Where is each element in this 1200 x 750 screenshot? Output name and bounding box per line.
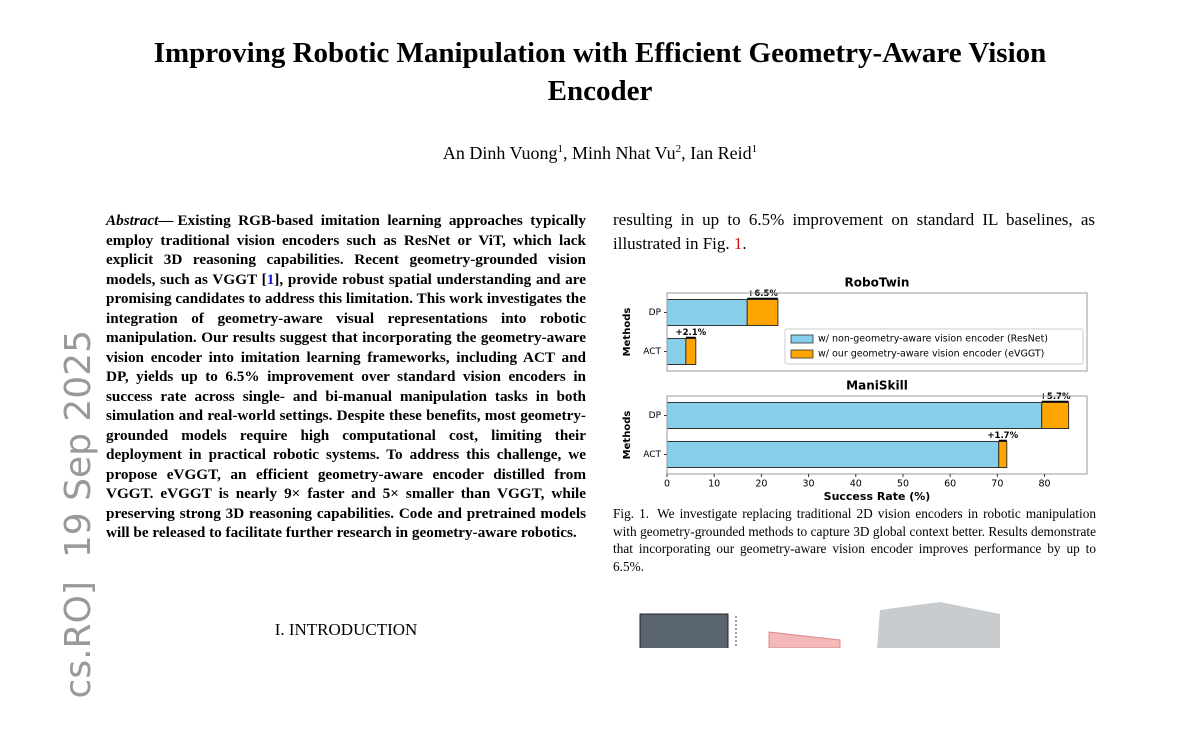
x-tick-label: 80 [1038,479,1050,490]
bar-segment [666,441,1000,468]
abstract-text: ], provide robust spatial understanding … [106,270,586,542]
axes-frame [666,292,1088,372]
x-tick-label: 30 [803,479,815,490]
abstract-text: Existing RGB-based imitation learning ap… [106,212,586,288]
value-label: +1.7% [987,431,1018,441]
abstract: Abstract— Existing RGB-based imitation le… [106,211,586,543]
affiliation: 2 [675,143,682,155]
legend-swatch [790,334,814,344]
panel-title: ManiSkill [846,379,908,393]
bar-segment [685,338,697,365]
bar-segment [746,299,779,326]
bar-segment [666,338,687,365]
panel-title: RoboTwin [845,276,910,290]
x-axis-label: Success Rate (%) [824,490,931,503]
diagram-shape [768,631,841,648]
section-heading: I. INTRODUCTION [274,620,418,639]
legend-label: w/ non-geometry-aware vision encoder (Re… [818,334,1048,345]
authors: An Dinh Vuong1, Minh Nhat Vu2, Ian Reid1 [100,143,1100,164]
axes-frame [666,395,1088,475]
figure-chart: RoboTwin Methods DP +6.5% ACT +2.1% w/ non-geo… [622,276,1088,503]
page: cs.RO] 19 Sep 2025 Improving Robotic Man… [58,37,1100,699]
legend-swatch [790,349,814,359]
x-tick-label: 20 [755,479,767,490]
y-axis-label: Methods [622,308,633,357]
bar-segment [666,299,748,326]
figure-caption: Fig. 1. We investigate replacing traditio… [613,505,1096,575]
author-name: An Dinh Vuong [442,143,558,163]
y-tick-label: DP [649,411,662,421]
next-figure-preview [639,602,1000,648]
paragraph: resulting in up to 6.5% improvement on s… [613,208,1095,256]
paragraph-text: . [742,234,747,253]
figure-ref[interactable]: 1 [733,234,743,253]
citation[interactable]: 1 [266,270,275,288]
image-thumbnail [639,613,729,648]
y-tick-label: ACT [643,450,661,460]
bar-segment [1041,402,1070,429]
x-tick-label: 10 [708,479,720,490]
bar-segment [998,441,1008,468]
author-name: Minh Nhat Vu [572,143,676,163]
y-axis-label: Methods [622,411,633,460]
affiliation: 1 [557,143,564,155]
caption-text: We investigate replacing traditional 2D … [613,506,1096,574]
separator: , [563,143,568,163]
y-tick-label: DP [649,308,662,318]
y-tick-label: ACT [643,347,661,357]
abstract-label: Abstract— [106,212,174,229]
x-tick-label: 70 [991,479,1003,490]
affiliation: 1 [751,143,758,155]
caption-label: Fig. 1. [613,506,650,521]
bar-segment [666,402,1043,429]
paper-title: Improving Robotic Manipulation with Effi… [153,37,1047,107]
legend-label: w/ our geometry-aware vision encoder (eV… [818,349,1044,360]
arxiv-stamp: cs.RO] 19 Sep 2025 [58,330,99,699]
value-label: +2.1% [675,328,706,338]
x-tick-label: 40 [850,479,862,490]
legend-box [784,328,1084,365]
separator: , [681,143,686,163]
value-label: +5.7% [1040,392,1071,402]
x-tick-label: 0 [664,479,670,490]
image-thumbnail [877,602,1000,648]
author-name: Ian Reid [690,143,752,163]
paragraph-text: resulting in up to 6.5% improvement on s… [613,210,1095,253]
x-tick-label: 50 [897,479,909,490]
value-label: +6.5% [747,289,778,299]
x-tick-label: 60 [944,479,956,490]
